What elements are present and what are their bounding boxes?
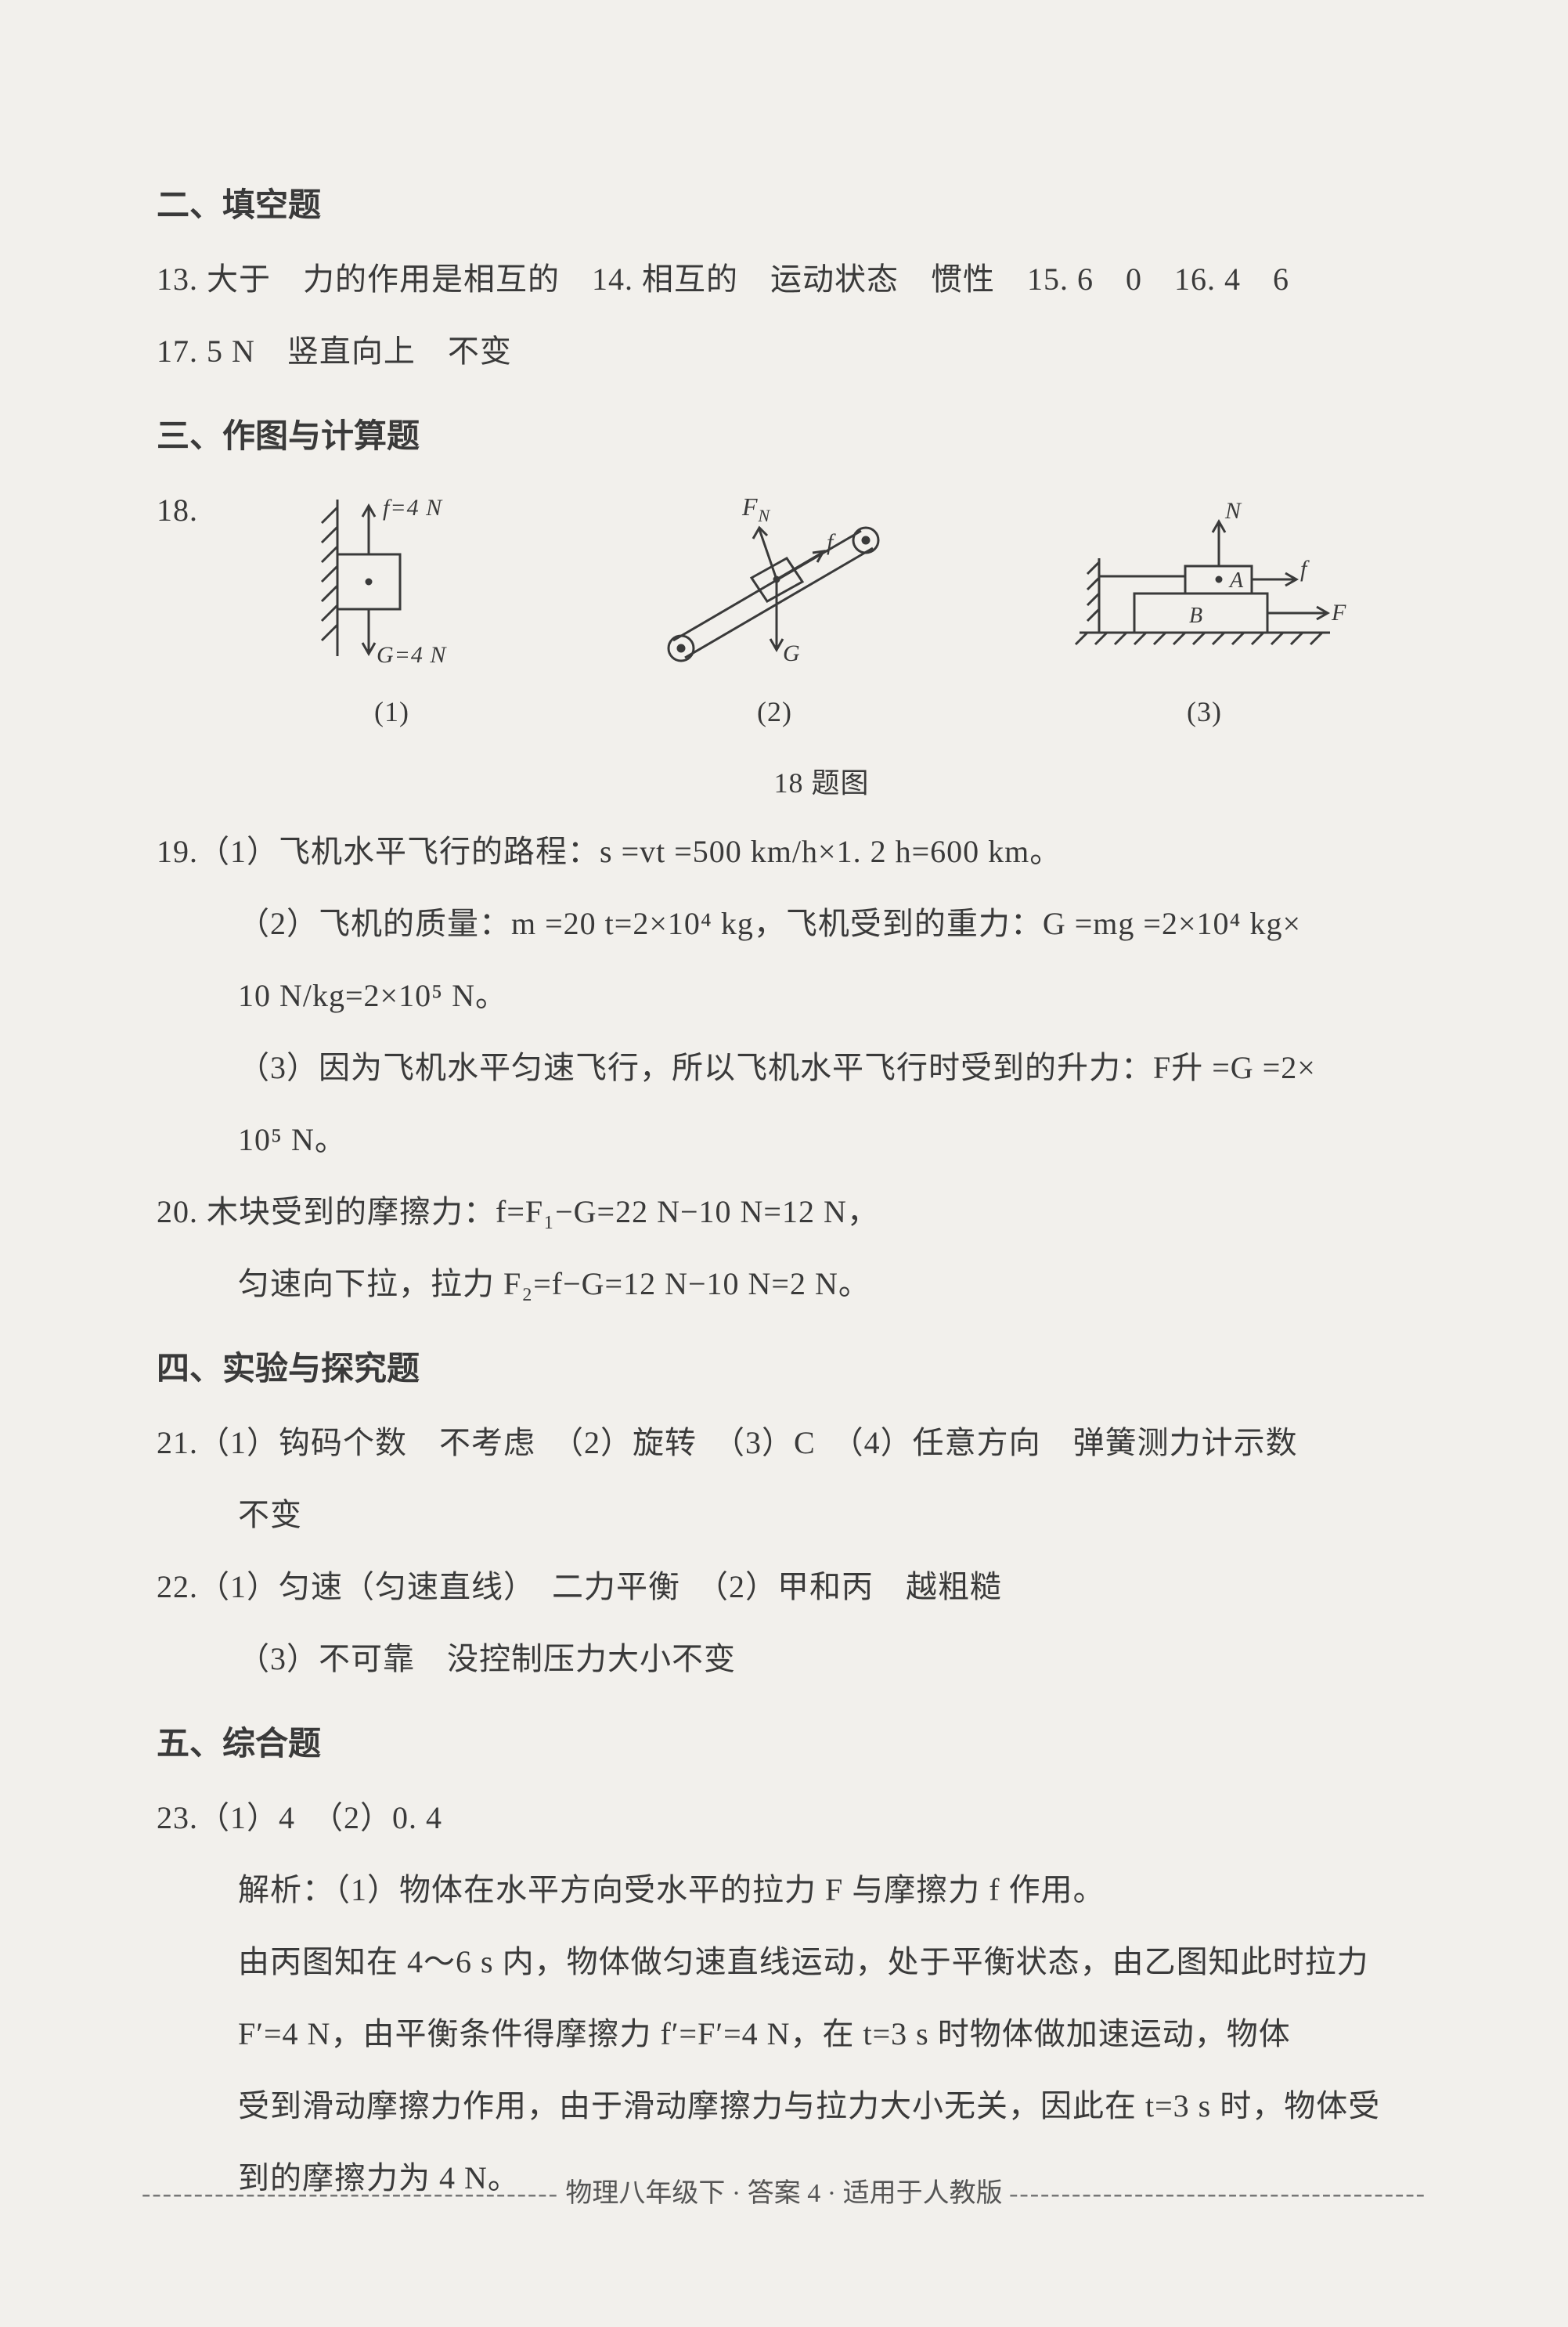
figure-2: FN f G (2)	[642, 484, 908, 745]
q20-line2: 匀速向下拉，拉力 F₂=f−G=12 N−10 N=2 N。	[157, 1248, 1427, 1320]
fig2-label-f: f	[827, 529, 836, 555]
q19-line3: 10 N/kg=2×10⁵ N。	[157, 960, 1427, 1032]
figure-3-svg: N A B f F	[1056, 484, 1354, 672]
q19-line4: （3）因为飞机水平匀速飞行，所以飞机水平飞行时受到的升力：F升 =G =2×	[157, 1032, 1427, 1104]
fig2-label-FN: FN	[741, 492, 771, 525]
figure-1-svg: f=4 N G=4 N	[290, 484, 494, 672]
q18-number: 18.	[157, 474, 216, 547]
section-4-header: 四、实验与探究题	[157, 1342, 1427, 1390]
footer-dash-right: ----------------------------------------	[1009, 2179, 1426, 2208]
figure-3: N A B f F (3)	[1056, 484, 1354, 745]
section-3-header: 三、作图与计算题	[157, 409, 1427, 457]
q20-line1: 20. 木块受到的摩擦力：f=F₁−G=22 N−10 N=12 N，	[157, 1176, 1427, 1248]
fig2-label-G: G	[783, 640, 801, 666]
fig3-label-B: B	[1189, 604, 1203, 628]
figure-2-caption: (2)	[642, 680, 908, 745]
fig1-label-G: G=4 N	[377, 642, 447, 668]
page-footer: ----------------------------------------…	[0, 2171, 1568, 2210]
q18-row: 18.	[157, 474, 1427, 816]
footer-text: 物理八年级下 · 答案 4 · 适用于人教版	[559, 2179, 1009, 2208]
q21-line2: 不变	[157, 1479, 1427, 1551]
figures-row: f=4 N G=4 N (1)	[216, 484, 1427, 745]
section-5-header: 五、综合题	[157, 1717, 1427, 1765]
fig3-label-A: A	[1228, 568, 1244, 593]
figures-main-caption: 18 题图	[216, 751, 1427, 816]
figure-2-svg: FN f G	[642, 484, 908, 672]
q22-line1: 22.（1）匀速（匀速直线） 二力平衡 （2）甲和丙 越粗糙	[157, 1551, 1427, 1623]
figure-3-caption: (3)	[1056, 680, 1354, 745]
q23-line1: 23.（1）4 （2）0. 4	[157, 1782, 1427, 1854]
q23-line4: F′=4 N，由平衡条件得摩擦力 f′=F′=4 N，在 t=3 s 时物体做加…	[157, 1998, 1427, 2070]
q19-line2: （2）飞机的质量：m =20 t=2×10⁴ kg，飞机受到的重力：G =mg …	[157, 888, 1427, 960]
figure-1: f=4 N G=4 N (1)	[290, 484, 494, 745]
q13-17-line1: 13. 大于 力的作用是相互的 14. 相互的 运动状态 惯性 15. 6 0 …	[157, 244, 1427, 316]
q17-line: 17. 5 N 竖直向上 不变	[157, 316, 1427, 388]
section-2-header: 二、填空题	[157, 179, 1427, 226]
q22-line2: （3）不可靠 没控制压力大小不变	[157, 1623, 1427, 1695]
figure-1-caption: (1)	[290, 680, 494, 745]
q19-line5: 10⁵ N。	[157, 1104, 1427, 1176]
fig1-label-f: f=4 N	[383, 495, 443, 521]
q23-line5: 受到滑动摩擦力作用，由于滑动摩擦力与拉力大小无关，因此在 t=3 s 时，物体受	[157, 2070, 1427, 2142]
fig3-label-F: F	[1331, 600, 1346, 626]
q19-line1: 19.（1）飞机水平飞行的路程：s =vt =500 km/h×1. 2 h=6…	[157, 816, 1427, 888]
fig3-label-f: f	[1300, 556, 1310, 582]
q23-line2: 解析：（1）物体在水平方向受水平的拉力 F 与摩擦力 f 作用。	[157, 1854, 1427, 1926]
q21-line1: 21.（1）钩码个数 不考虑 （2）旋转 （3）C （4）任意方向 弹簧测力计示…	[157, 1407, 1427, 1479]
footer-dash-left: ----------------------------------------	[142, 2179, 559, 2208]
fig3-label-N: N	[1224, 498, 1242, 524]
q23-line3: 由丙图知在 4～6 s 内，物体做匀速直线运动，处于平衡状态，由乙图知此时拉力	[157, 1926, 1427, 1998]
